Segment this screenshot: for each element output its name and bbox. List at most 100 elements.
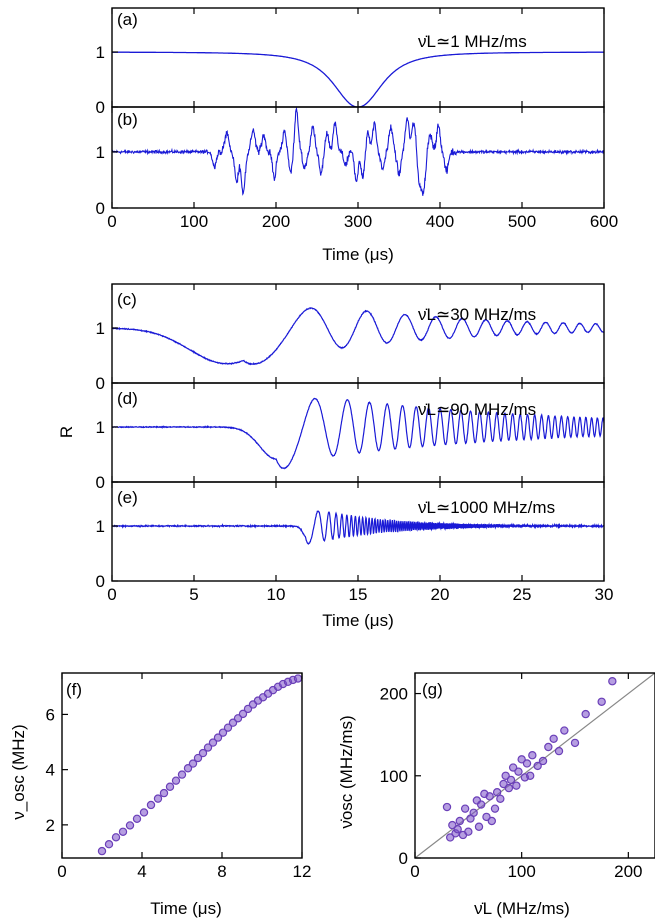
- annotation-c: ν̇L≃30 MHz/ms: [418, 305, 536, 324]
- xtick-label-b: 500: [508, 212, 536, 231]
- data-point-f: [203, 743, 213, 752]
- data-point-g: [597, 697, 606, 706]
- plot-frame-c: [111, 283, 605, 384]
- xtick-label-g: 0: [410, 862, 419, 881]
- xtick-label-g: 200: [614, 862, 642, 881]
- ylabel-R: R: [57, 426, 76, 438]
- trace-layer: [97, 51, 655, 859]
- xlabel-top: Time (μs): [322, 245, 394, 264]
- data-point-f: [118, 827, 128, 836]
- xtick-label-b: 300: [344, 212, 372, 231]
- xlabel-f: Time (μs): [150, 899, 222, 918]
- xtick-label-b: 200: [262, 212, 290, 231]
- data-point-f: [177, 770, 187, 779]
- data-point-f: [139, 808, 149, 817]
- xlabel-g: ν̇L (MHz/ms): [474, 899, 570, 918]
- ytick-label-g: 100: [380, 767, 408, 786]
- panel-label-a: (a): [117, 10, 138, 29]
- data-point-g: [526, 771, 535, 780]
- data-point-f: [132, 814, 142, 823]
- xtick-label-g: 100: [507, 862, 535, 881]
- xtick-label-b: 0: [107, 212, 116, 231]
- panel-label-b: (b): [117, 110, 138, 129]
- xtick-label-e: 15: [349, 585, 368, 604]
- ytick-label-b: 0: [96, 199, 105, 218]
- data-point-f: [188, 759, 198, 768]
- xlabel-mid: Time (μs): [322, 611, 394, 630]
- data-point-g: [570, 738, 580, 748]
- data-point-g: [474, 822, 484, 831]
- data-point-f: [208, 738, 218, 747]
- data-point-f: [104, 839, 114, 849]
- data-point-g: [608, 677, 617, 686]
- ytick-label-c: 0: [96, 374, 105, 393]
- ytick-label-g: 200: [380, 685, 408, 704]
- panel-label-c: (c): [117, 290, 137, 309]
- data-point-g: [464, 827, 473, 836]
- data-point-f: [218, 728, 228, 737]
- panel-label-d: (d): [117, 389, 138, 408]
- data-point-g: [549, 734, 558, 743]
- data-point-g: [581, 709, 590, 719]
- data-point-g: [522, 759, 532, 768]
- xtick-label-f: 0: [57, 862, 66, 881]
- plot-frame-b: [111, 106, 605, 209]
- data-point-g: [469, 808, 478, 817]
- xtick-label-b: 100: [180, 212, 208, 231]
- data-point-g: [455, 816, 464, 826]
- series-line-e: [111, 510, 605, 545]
- data-point-g: [446, 833, 455, 842]
- data-point-f: [146, 800, 156, 810]
- ytick-label-d: 0: [96, 473, 105, 492]
- data-point-g: [482, 812, 491, 822]
- data-point-f: [293, 674, 303, 683]
- data-point-g: [448, 820, 457, 830]
- data-point-g: [492, 788, 502, 797]
- data-point-g: [460, 804, 470, 813]
- ytick-label-b: 1: [96, 143, 105, 162]
- panel-label-f: (f): [66, 680, 82, 699]
- ytick-label-f: 6: [46, 705, 55, 724]
- xtick-label-b: 600: [590, 212, 618, 231]
- data-point-f: [153, 794, 163, 803]
- plot-frame-g: [414, 672, 655, 859]
- ytick-label-e: 1: [96, 517, 105, 536]
- data-point-f: [111, 833, 121, 842]
- xtick-label-e: 5: [189, 585, 198, 604]
- data-point-g: [504, 783, 514, 793]
- data-point-f: [213, 733, 223, 742]
- annotation-d: ν̇L≃90 MHz/ms: [418, 400, 536, 419]
- data-point-f: [223, 723, 233, 732]
- data-point-g: [499, 779, 508, 789]
- xtick-label-e: 20: [431, 585, 450, 604]
- data-point-g: [496, 794, 505, 804]
- data-point-g: [485, 792, 494, 801]
- annotation-a: ν̇L≃1 MHz/ms: [418, 32, 527, 51]
- ytick-label-e: 0: [96, 572, 105, 591]
- xtick-label-e: 10: [267, 585, 286, 604]
- ylabel-f: ν_osc (MHz): [9, 724, 28, 819]
- data-point-f: [97, 846, 107, 856]
- series-line-d: [111, 397, 605, 470]
- data-point-g: [544, 742, 553, 752]
- ylabel-g: ν̇osc (MHz/ms): [337, 715, 356, 828]
- data-point-f: [183, 764, 193, 773]
- data-point-f: [193, 753, 203, 763]
- data-point-g: [514, 767, 523, 776]
- xtick-label-f: 4: [137, 862, 146, 881]
- data-point-g: [560, 726, 569, 735]
- xtick-label-f: 8: [217, 862, 226, 881]
- ytick-label-a: 1: [96, 43, 105, 62]
- data-point-g: [533, 761, 542, 771]
- ytick-label-c: 1: [96, 319, 105, 338]
- data-point-f: [125, 821, 135, 830]
- xtick-label-b: 400: [426, 212, 454, 231]
- data-point-g: [501, 771, 510, 780]
- xtick-label-f: 12: [293, 862, 312, 881]
- data-point-g: [517, 755, 526, 764]
- data-point-g: [442, 802, 452, 812]
- xtick-label-e: 0: [107, 585, 116, 604]
- data-point-g: [538, 756, 548, 766]
- xtick-label-e: 30: [595, 585, 614, 604]
- data-point-f: [198, 748, 208, 758]
